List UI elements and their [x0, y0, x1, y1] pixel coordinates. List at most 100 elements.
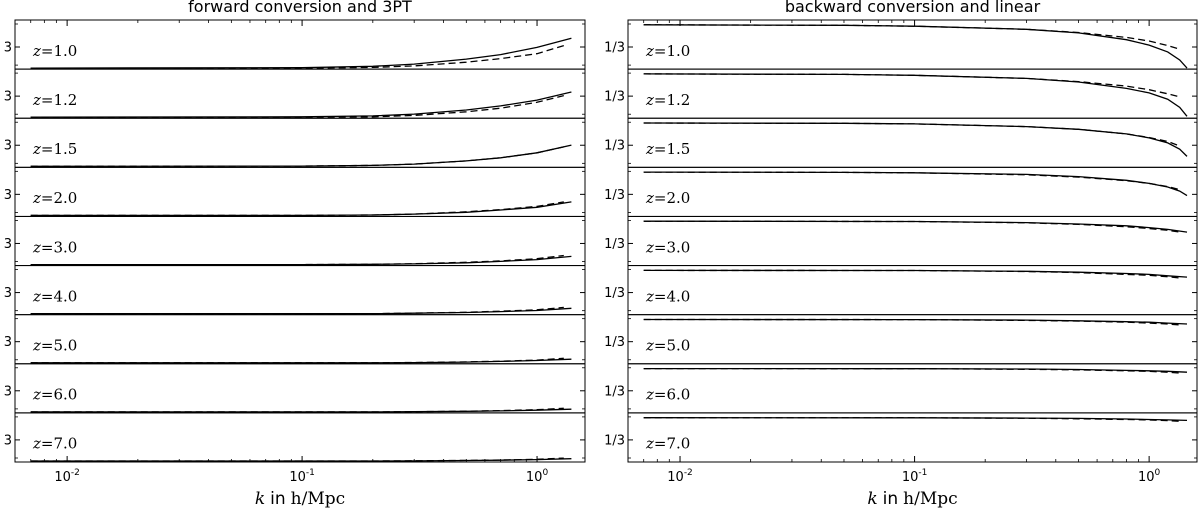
panel-z-1.5: 1/3 z=1.5 [604, 117, 1198, 168]
xtick-base: 10 [902, 470, 919, 485]
series-line-solid [30, 144, 572, 167]
z-value: 7.0 [53, 435, 77, 453]
z-symbol: z [32, 189, 41, 207]
panel-frame [14, 215, 586, 267]
panel-z-label: z=1.2 [645, 91, 690, 109]
z-value: 5.0 [53, 337, 77, 355]
chart-title: forward conversion and 3PT [188, 0, 412, 16]
z-value: 4.0 [53, 287, 77, 305]
series-line-dashed [643, 24, 1180, 50]
panel-frame [627, 215, 1198, 267]
z-symbol: z [32, 287, 41, 305]
ytick-label: 3 [4, 384, 12, 399]
z-equals: = [654, 287, 667, 305]
x-axis-unit: h/Mpc [291, 489, 346, 509]
panel-frame [14, 314, 586, 365]
z-equals: = [41, 189, 54, 207]
ytick-label: 1/3 [604, 433, 625, 448]
series-line-solid [643, 171, 1188, 197]
panel-z-label: z=6.0 [32, 386, 77, 404]
x-axis-label: k in h/Mpc [255, 489, 345, 509]
z-symbol: z [645, 189, 654, 207]
z-equals: = [41, 435, 54, 453]
z-symbol: z [32, 337, 41, 355]
z-equals: = [41, 287, 54, 305]
panel-z-label: z=6.0 [645, 386, 690, 404]
panel-frame [627, 117, 1198, 168]
series-line-dashed [30, 94, 564, 118]
ytick-label: 3 [4, 237, 12, 252]
x-axis-var: k [255, 489, 265, 509]
z-value: 7.0 [666, 435, 690, 453]
series-line-dashed [643, 367, 1180, 374]
z-symbol: z [645, 435, 654, 453]
series-line-dashed [30, 44, 564, 69]
ytick-label: 3 [4, 433, 12, 448]
series-line-dashed [30, 457, 564, 462]
panel-z-3.0: 3 z=3.0 [4, 215, 586, 267]
z-equals: = [41, 337, 54, 355]
x-axis-in: in [883, 489, 899, 509]
panel-z-1.0: 1/3 z=1.0 [604, 19, 1198, 70]
series-line-dashed [30, 201, 564, 217]
x-axis-in: in [270, 489, 286, 509]
xtick-base: 10 [289, 470, 306, 485]
series-line-dashed [30, 306, 564, 315]
z-equals: = [654, 337, 667, 355]
z-equals: = [654, 386, 667, 404]
panel-frame [627, 166, 1198, 217]
panel-z-2.0: 3 z=2.0 [4, 166, 586, 217]
ytick-label: 3 [4, 286, 12, 301]
panel-z-label: z=5.0 [645, 337, 690, 355]
z-value: 3.0 [53, 238, 77, 256]
z-equals: = [41, 386, 54, 404]
z-value: 2.0 [666, 189, 690, 207]
series-line-solid [643, 269, 1188, 278]
z-equals: = [654, 189, 667, 207]
panel-z-label: z=1.5 [32, 140, 77, 158]
series-line-solid [30, 307, 572, 315]
panel-z-4.0: 3 z=4.0 [4, 265, 586, 316]
z-value: 1.5 [666, 140, 690, 158]
z-symbol: z [645, 91, 654, 109]
z-equals: = [654, 140, 667, 158]
panel-z-1.5: 3 z=1.5 [4, 117, 586, 168]
panel-frame [14, 412, 586, 463]
z-symbol: z [32, 386, 41, 404]
ytick-label: 1/3 [604, 139, 625, 154]
xtick-label: 10-1 [902, 468, 928, 485]
series-line-solid [30, 37, 572, 69]
z-symbol: z [32, 435, 41, 453]
panel-z-label: z=2.0 [32, 189, 77, 207]
series-line-dashed [30, 254, 564, 266]
panel-z-6.0: 3 z=6.0 [4, 363, 586, 414]
ytick-label: 1/3 [604, 41, 625, 56]
panel-z-label: z=7.0 [645, 435, 690, 453]
chart-title: backward conversion and linear [785, 0, 1041, 16]
panel-z-6.0: 1/3 z=6.0 [604, 363, 1198, 414]
z-value: 1.0 [53, 42, 77, 60]
panel-z-label: z=2.0 [645, 189, 690, 207]
series-line-dashed [643, 73, 1180, 98]
ytick-label: 1/3 [604, 335, 625, 350]
z-value: 1.0 [666, 42, 690, 60]
panel-z-label: z=1.0 [645, 42, 690, 60]
ytick-label: 1/3 [604, 90, 625, 105]
panel-z-label: z=1.0 [32, 42, 77, 60]
panel-z-label: z=7.0 [32, 435, 77, 453]
panel-z-label: z=4.0 [32, 287, 77, 305]
panel-frame [14, 19, 586, 70]
xtick-label: 100 [1138, 468, 1161, 485]
series-line-dashed [30, 357, 564, 364]
z-symbol: z [32, 140, 41, 158]
series-line-dashed [30, 407, 564, 413]
xtick-exponent: 0 [542, 468, 548, 478]
series-line-dashed [643, 269, 1180, 279]
z-value: 1.2 [53, 91, 77, 109]
z-symbol: z [645, 337, 654, 355]
xtick-exponent: -2 [71, 468, 80, 478]
panel-z-label: z=1.2 [32, 91, 77, 109]
panel-z-7.0: 1/3 z=7.0 [604, 412, 1198, 463]
panel-z-1.0: 3 z=1.0 [4, 19, 586, 70]
x-axis-unit: h/Mpc [903, 489, 958, 509]
